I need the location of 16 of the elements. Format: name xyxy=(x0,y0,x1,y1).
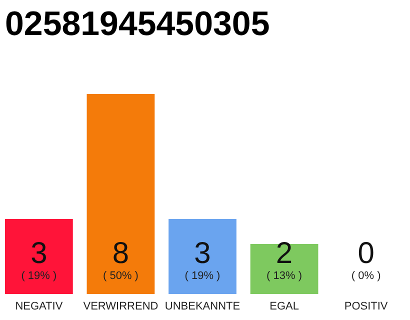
annotation: ( 50% ) xyxy=(102,270,138,282)
x-tick-label: NEGATIV xyxy=(15,300,64,312)
annotation: ( 19% ) xyxy=(21,270,57,282)
data-label: 0 xyxy=(358,237,374,270)
x-tick-label: EGAL xyxy=(270,300,299,312)
annotation: ( 13% ) xyxy=(266,270,302,282)
data-label: 2 xyxy=(276,237,293,270)
x-tick-label: POSITIV xyxy=(344,300,388,312)
x-tick-label: VERWIRREND xyxy=(83,300,158,312)
data-label: 3 xyxy=(30,237,48,270)
annotation: ( 19% ) xyxy=(184,270,220,282)
annotation: ( 0% ) xyxy=(351,270,381,282)
x-tick-label: UNBEKANNTE xyxy=(164,300,240,312)
data-label: 3 xyxy=(194,237,211,270)
data-label: 8 xyxy=(112,237,130,270)
chart-title: 02581945450305 xyxy=(5,5,270,43)
